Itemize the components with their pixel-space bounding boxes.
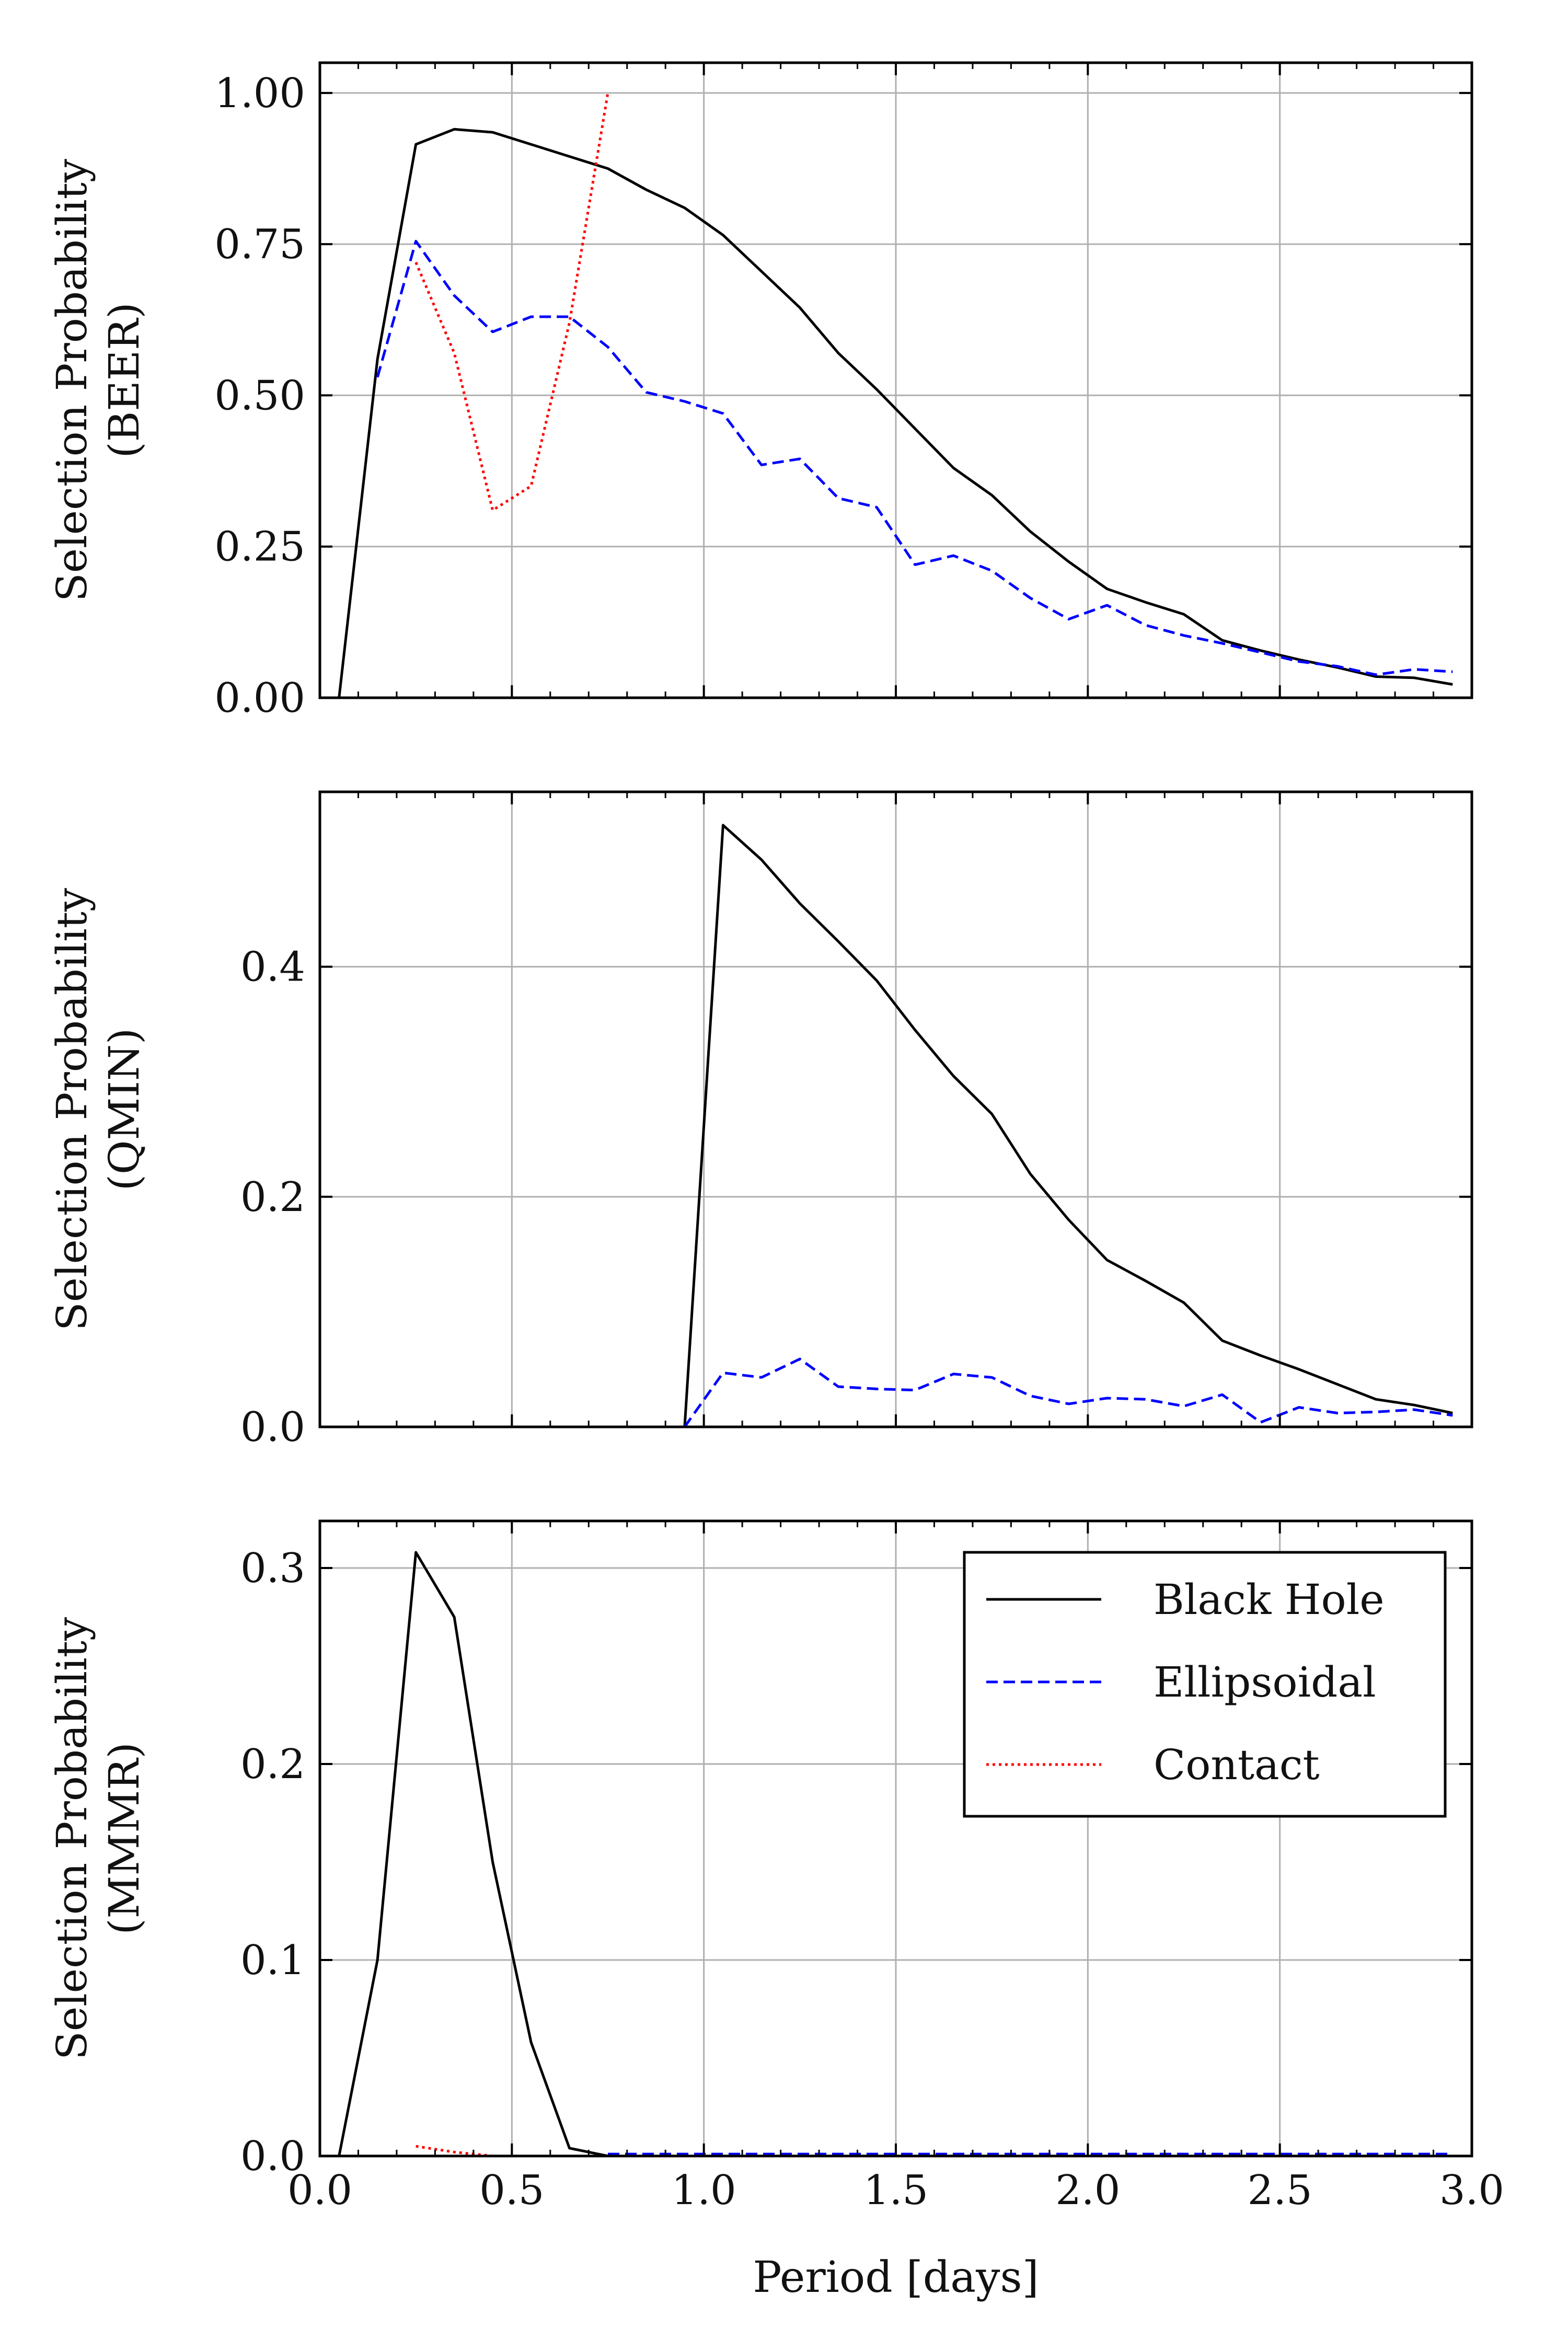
y-tick-label: 0.4 bbox=[240, 944, 305, 991]
x-tick-label: 0.0 bbox=[287, 2167, 352, 2214]
x-tick-label: 2.5 bbox=[1248, 2167, 1312, 2214]
series-line-contact bbox=[414, 93, 609, 512]
series-line-ellipsoidal bbox=[376, 239, 1453, 676]
y-tick-label: 0.2 bbox=[240, 1741, 305, 1788]
y-tick-label: 0.00 bbox=[214, 675, 305, 722]
panel-1: 0.00 0.25 0.50 0.75 1.00 Selection Probabilit… bbox=[48, 61, 1473, 722]
y-axis-label-line-1: Selection Probability bbox=[48, 888, 96, 1331]
panel-3: 0.0 0.1 0.2 0.3 0.0 0.5 1.0 1.5 2.0 2.5 3.0 Selecti… bbox=[48, 1519, 1504, 2302]
series-line-black-hole bbox=[338, 128, 1453, 698]
y-tick-label: 0.0 bbox=[240, 1404, 305, 1451]
legend: Black Hole Ellipsoidal Contact bbox=[963, 1551, 1447, 1818]
y-axis-label-line-2: (QMIN) bbox=[100, 1028, 148, 1191]
y-tick-label: 0.75 bbox=[214, 221, 305, 268]
y-tick-label: 0.2 bbox=[240, 1174, 305, 1221]
series-line-contact bbox=[416, 2145, 493, 2158]
y-tick-label: 0.50 bbox=[214, 372, 305, 419]
y-axis-label-line-2: (MMMR) bbox=[100, 1742, 148, 1934]
y-axis-label-line-1: Selection Probability bbox=[48, 1617, 96, 2060]
panel-2: 0.0 0.2 0.4 Selection Probability (QMIN) bbox=[48, 790, 1473, 1451]
x-axis-label: Period [days] bbox=[753, 2253, 1039, 2302]
y-tick-label: 0.3 bbox=[240, 1545, 305, 1592]
legend-label-ellipsoidal: Ellipsoidal bbox=[1154, 1658, 1376, 1707]
y-tick-label: 1.00 bbox=[214, 70, 305, 117]
y-tick-label: 0.0 bbox=[240, 2133, 305, 2180]
y-axis-label-line-1: Selection Probability bbox=[48, 159, 96, 602]
x-tick-label: 1.0 bbox=[672, 2167, 736, 2214]
legend-label-contact: Contact bbox=[1154, 1740, 1320, 1789]
y-tick-label: 0.1 bbox=[240, 1937, 305, 1984]
legend-box bbox=[963, 1551, 1447, 1818]
x-tick-label: 1.5 bbox=[863, 2167, 928, 2214]
y-axis-label-line-2: (BEER) bbox=[100, 302, 148, 458]
legend-label-black-hole: Black Hole bbox=[1154, 1575, 1385, 1624]
x-tick-label: 0.5 bbox=[479, 2167, 544, 2214]
series-line-ellipsoidal bbox=[339, 1357, 1453, 1428]
x-tick-label: 3.0 bbox=[1439, 2167, 1504, 2214]
y-tick-label: 0.25 bbox=[214, 524, 305, 571]
x-tick-label: 2.0 bbox=[1055, 2167, 1120, 2214]
